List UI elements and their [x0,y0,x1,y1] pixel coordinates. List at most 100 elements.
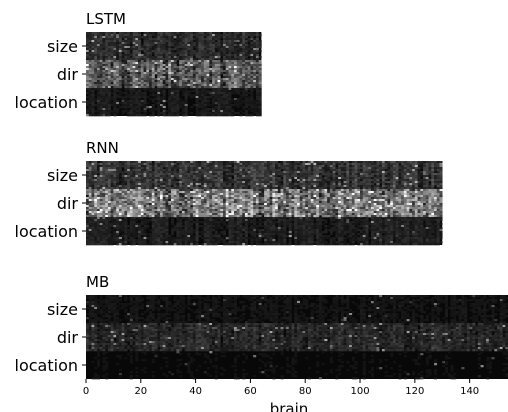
heatmap-cell [236,90,240,93]
heatmap-cell [195,161,199,164]
heatmap-cell [379,187,383,190]
heatmap-cell [168,84,172,87]
heatmap-cell [286,171,290,174]
heatmap-cell [91,104,95,107]
heatmap-cell [157,62,161,65]
heatmap-cell [143,44,147,47]
heatmap-cell [159,44,164,47]
heatmap-cell [121,42,125,45]
heatmap-cell [157,175,161,178]
heatmap-cell [255,102,259,105]
heatmap-cell [434,163,438,166]
heatmap-cell [88,66,92,69]
heatmap-cell [392,177,396,180]
heatmap-cell [181,197,185,200]
heatmap-cell [261,161,265,164]
heatmap-cell [140,189,144,192]
heatmap-cell [217,94,221,97]
heatmap-cell [332,161,336,164]
heatmap-cell [165,66,169,69]
heatmap-cell [340,189,344,192]
heatmap-cell [420,193,424,196]
heatmap-cell [228,80,232,83]
heatmap-cell [138,98,142,101]
heatmap-cell [201,52,205,55]
heatmap-cell [159,36,164,39]
heatmap-cell [176,38,180,41]
heatmap-cell [91,161,95,164]
heatmap-cell [154,163,158,166]
heatmap-cell [288,187,292,190]
heatmap-cell [392,183,396,186]
heatmap-cell [198,175,202,178]
heatmap-cell [414,177,418,180]
heatmap-cell [321,165,325,168]
heatmap-cell [176,92,180,95]
heatmap-cell [116,86,120,89]
heatmap-cell [138,167,142,170]
heatmap-cell [162,80,166,83]
heatmap-cell [233,171,238,174]
heatmap-cell [110,189,114,192]
heatmap-cell [88,48,92,51]
heatmap-cell [316,185,320,188]
heatmap-cell [236,78,240,81]
heatmap-cell [291,179,295,182]
heatmap-cell [231,181,235,184]
heatmap-cell [118,78,122,81]
heatmap-cell [329,179,333,182]
heatmap-cell [346,173,350,176]
heatmap-cell [168,110,172,113]
heatmap-cell [88,32,92,35]
heatmap-cell [146,64,150,67]
heatmap-cell [198,183,202,186]
heatmap-cell [247,80,251,83]
heatmap-cell [184,165,188,168]
heatmap-cell [288,167,292,170]
heatmap-cell [181,40,185,43]
heatmap-cell [239,187,243,190]
heatmap-cell [190,165,194,168]
heatmap-cell [264,179,268,182]
heatmap-cell [121,34,125,37]
heatmap-cell [179,189,183,192]
heatmap-cell [209,44,213,47]
heatmap-cell [261,195,265,198]
heatmap-cell [138,96,142,99]
heatmap-cell [116,110,120,113]
heatmap-cell [231,167,235,170]
heatmap-cell [236,173,240,176]
heatmap-cell [118,34,122,37]
heatmap-cell [360,171,364,174]
heatmap-cell [187,86,191,89]
heatmap-cell [255,76,259,79]
heatmap-cell [159,78,164,81]
heatmap-cell [255,44,259,47]
heatmap-cell [201,94,205,97]
heatmap-cell [143,185,147,188]
heatmap-cell [212,167,216,170]
heatmap-cell [88,100,92,103]
heatmap-cell [384,197,388,200]
heatmap-cell [168,66,172,69]
heatmap-cell [368,189,372,192]
heatmap-cell [170,199,174,202]
heatmap-cell [302,183,306,186]
heatmap-cell [242,78,246,81]
heatmap-cell [127,179,131,182]
heatmap-cell [242,82,246,85]
heatmap-cell [242,60,246,63]
heatmap-cell [409,195,413,198]
heatmap-cell [102,80,106,83]
heatmap-cell [190,161,194,164]
heatmap-cell [209,40,213,43]
heatmap-cell [113,177,117,180]
heatmap-cell [96,175,100,178]
heatmap-cell [357,195,361,198]
heatmap-cell [365,163,369,166]
heatmap-cell [157,32,161,35]
heatmap-cell [373,167,377,170]
heatmap-cell [179,46,183,49]
heatmap-cell [310,193,314,196]
heatmap-cell [264,185,268,188]
